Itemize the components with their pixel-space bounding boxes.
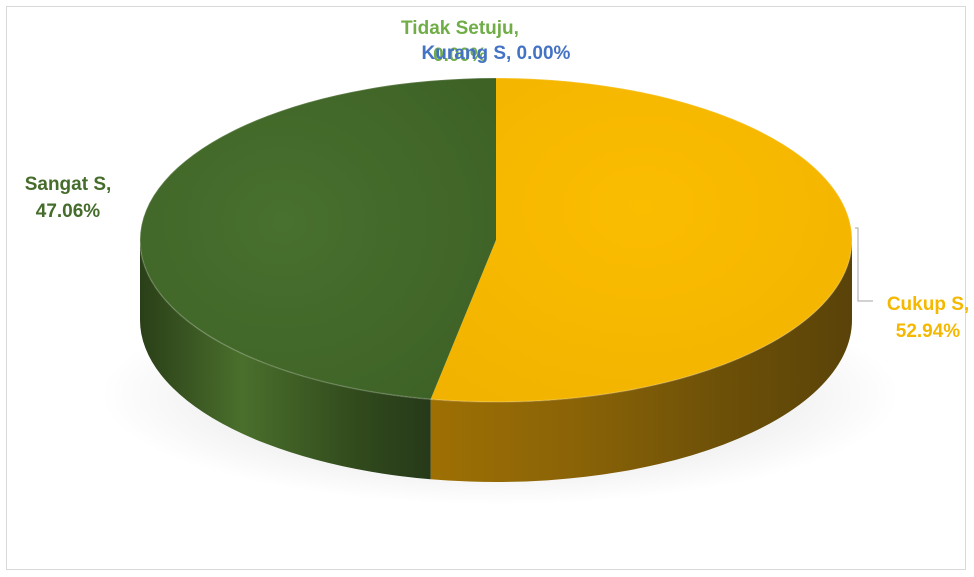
slice-cukup-s[interactable] [430, 78, 852, 402]
leader-line-cukup-s [855, 227, 873, 302]
slice-sangat-s[interactable] [139, 78, 496, 400]
slice-side-sangat-s [140, 240, 431, 480]
slice-side-cukup-s [430, 240, 852, 482]
data-label-kurang-s: Kurang S, 0.00% [422, 43, 571, 64]
data-label-sangat-s: Sangat S, 47.06% [25, 174, 112, 222]
pie-rim [139, 77, 853, 403]
data-label-tidak-setuju: Tidak Setuju, 0.00% [401, 18, 519, 66]
data-label-cukup-s: Cukup S, 52.94% [887, 294, 969, 342]
